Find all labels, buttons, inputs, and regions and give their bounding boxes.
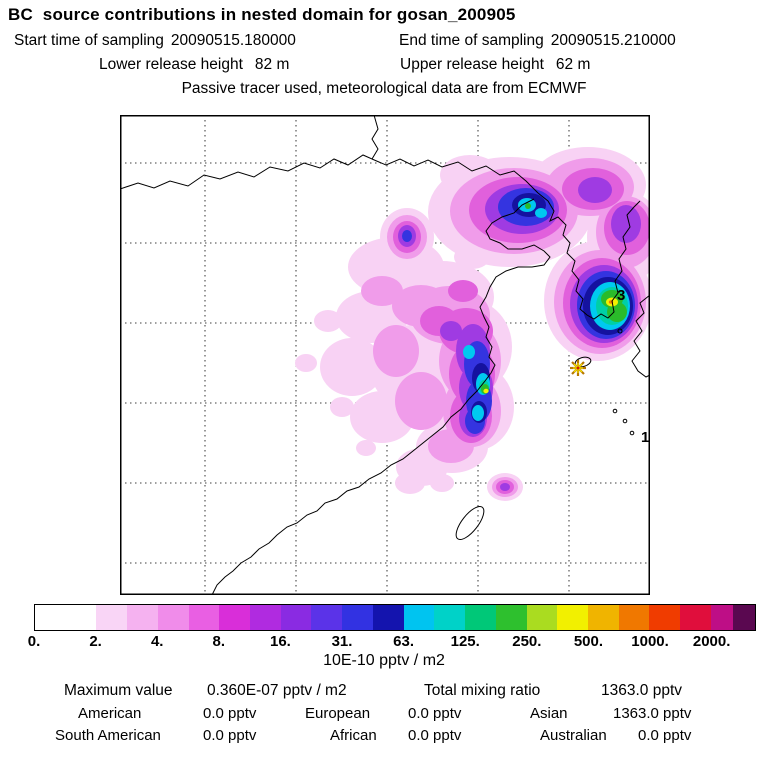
tracer-note: Passive tracer used, meteorological data… [181, 80, 587, 97]
colorbar-band [219, 605, 251, 630]
contribution-african-value: 0.0 pptv [408, 727, 462, 744]
contribution-european-label: European [305, 705, 371, 722]
map-svg: 31 [120, 115, 650, 595]
colorbar-tick-label: 31. [331, 633, 353, 650]
colorbar-tick-label: 2000. [692, 633, 731, 650]
end-time-label: End time of sampling [399, 32, 544, 49]
colorbar-tick-labels: 0. 2. 4. 8. 16. 31. 63. 125. 250. 500. 1000. 2000. [0, 633, 768, 651]
colorbar-band [127, 605, 158, 630]
contribution-asian-value: 1363.0 pptv [613, 705, 692, 722]
colorbar [34, 604, 756, 631]
upper-release-line: Upper release height 62 m [400, 56, 590, 74]
colorbar-tick-label: 2. [89, 633, 102, 650]
colorbar-band [465, 605, 496, 630]
contribution-european-value: 0.0 pptv [408, 705, 462, 722]
colorbar-band [680, 605, 711, 630]
colorbar-tick-label: 125. [450, 633, 480, 650]
colorbar-band [732, 605, 756, 630]
contribution-asian-label: Asian [530, 705, 568, 722]
total-mixing-ratio-value: 1363.0 pptv [601, 682, 683, 699]
maximum-value: 0.360E-07 pptv / m2 [207, 682, 347, 699]
colorbar-tick-label: 250. [512, 633, 542, 650]
colorbar-band [526, 605, 558, 630]
colorbar-band [250, 605, 281, 630]
colorbar-band [35, 605, 66, 630]
colorbar-tick-label: 1000. [631, 633, 669, 650]
contribution-australian-value: 0.0 pptv [638, 727, 692, 744]
lower-release-line: Lower release height 82 m [99, 56, 289, 74]
colorbar-tick-label: 8. [212, 633, 226, 650]
contribution-south-american-label: South American [55, 727, 161, 744]
colorbar-tick-label: 63. [393, 633, 415, 650]
colorbar-band [495, 605, 527, 630]
contribution-american-value: 0.0 pptv [203, 705, 257, 722]
contribution-australian-label: Australian [540, 727, 607, 744]
receptor-star-marker [570, 360, 586, 376]
colorbar-band [557, 605, 588, 630]
start-time-line: Start time of sampling 20090515.180000 [14, 32, 296, 50]
colorbar-band [710, 605, 733, 630]
coast-china [211, 198, 551, 595]
contribution-south-american-value: 0.0 pptv [203, 727, 257, 744]
lower-release-label: Lower release height [99, 56, 243, 73]
map-number-annotation: 3 [617, 287, 625, 304]
colorbar-band [157, 605, 189, 630]
figure-title: BC source contributions in nested domain… [8, 5, 516, 24]
colorbar-tick-label: 0. [27, 633, 41, 650]
maximum-value-label: Maximum value [64, 682, 173, 699]
border-north-west [120, 115, 379, 190]
colorbar-band [434, 605, 466, 630]
upper-release-value: 62 m [555, 56, 591, 73]
border-north-east [371, 158, 539, 194]
end-time-value: 20090515.210000 [550, 32, 676, 49]
coastlines [120, 115, 650, 595]
coast-kyushu [631, 294, 650, 378]
colorbar-tick-label: 16. [269, 633, 291, 650]
start-time-value: 20090515.180000 [170, 32, 296, 49]
map-border [120, 115, 650, 595]
contribution-american-label: American [78, 705, 142, 722]
colorbar-band [188, 605, 220, 630]
island-taiwan [455, 505, 485, 541]
contribution-african-label: African [330, 727, 377, 744]
upper-release-label: Upper release height [400, 56, 544, 73]
colorbar-band [649, 605, 681, 630]
colorbar-band [587, 605, 619, 630]
colorbar-band [311, 605, 343, 630]
colorbar-tick-label: 4. [150, 633, 164, 650]
island-small-1 [617, 328, 623, 334]
start-time-label: Start time of sampling [14, 32, 164, 49]
island-small-4 [629, 430, 635, 436]
colorbar-band [618, 605, 650, 630]
island-small-2 [612, 408, 618, 414]
colorbar-band [403, 605, 435, 630]
colorbar-band [65, 605, 97, 630]
total-mixing-ratio-label: Total mixing ratio [424, 682, 541, 699]
colorbar-band [342, 605, 373, 630]
colorbar-band [372, 605, 404, 630]
contour-field [295, 147, 650, 501]
island-small-3 [622, 418, 628, 424]
map-annotations: 31 [617, 287, 649, 446]
colorbar-tick-label: 500. [573, 633, 604, 650]
lower-release-value: 82 m [254, 56, 290, 73]
colorbar-band [280, 605, 312, 630]
end-time-line: End time of sampling 20090515.210000 [399, 32, 676, 50]
map-number-annotation: 1 [641, 429, 649, 446]
coast-korea [537, 192, 641, 320]
colorbar-units-label: 10E-10 pptv / m2 [323, 652, 445, 669]
colorbar-band [96, 605, 128, 630]
